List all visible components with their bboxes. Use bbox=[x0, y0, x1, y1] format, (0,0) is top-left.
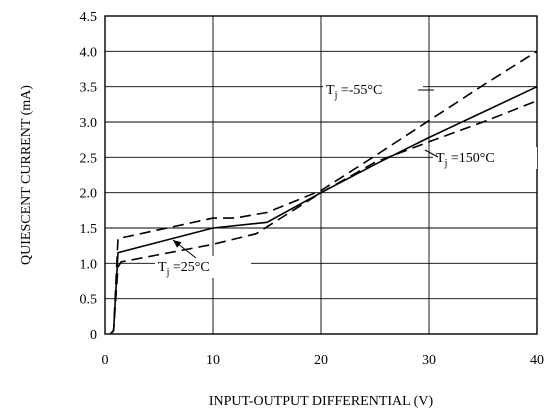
y-tick-labels: 0 0.5 1.0 1.5 2.0 2.5 3.0 3.5 4.0 4.5 bbox=[80, 10, 98, 343]
y-tick-label: 4.5 bbox=[80, 10, 98, 25]
anno-sub: j bbox=[166, 267, 170, 278]
series-line-2 bbox=[109, 100, 538, 335]
y-tick-label: 1.5 bbox=[80, 222, 98, 237]
y-tick-label: 1.0 bbox=[80, 257, 98, 272]
y-tick-label: 3.5 bbox=[80, 81, 98, 96]
y-tick-label: 0 bbox=[90, 328, 97, 343]
y-axis-title: QUIESCENT CURRENT (mA) bbox=[19, 85, 34, 265]
series-line-0 bbox=[109, 85, 538, 335]
anno-main: T bbox=[158, 260, 167, 275]
y-tick-label: 4.0 bbox=[80, 45, 98, 60]
x-tick-labels: 0 10 20 30 40 bbox=[102, 353, 545, 368]
x-axis-title: INPUT-OUTPUT DIFFERENTIAL (V) bbox=[209, 394, 434, 409]
y-tick-label: 2.0 bbox=[80, 187, 98, 202]
x-tick-label: 20 bbox=[314, 353, 328, 368]
series-annotation-0: Tj =25°C bbox=[158, 260, 210, 278]
x-tick-label: 10 bbox=[206, 353, 220, 368]
series-line-1 bbox=[109, 50, 538, 335]
grid bbox=[104, 15, 538, 335]
arrowhead bbox=[173, 240, 182, 248]
anno-sub: j bbox=[444, 158, 448, 169]
annotation-bg bbox=[323, 79, 423, 101]
y-tick-label: 0.5 bbox=[80, 293, 98, 308]
x-tick-label: 30 bbox=[422, 353, 436, 368]
y-tick-label: 2.5 bbox=[80, 151, 98, 166]
anno-sub: j bbox=[334, 90, 338, 101]
x-tick-label: 40 bbox=[530, 353, 544, 368]
series-group bbox=[109, 50, 538, 335]
annotation-bg bbox=[155, 256, 251, 278]
plot-frame bbox=[104, 15, 538, 335]
y-tick-label: 3.0 bbox=[80, 116, 98, 131]
leader-line bbox=[424, 149, 439, 158]
series-annotation-2: Tj =150°C bbox=[436, 151, 495, 169]
x-tick-label: 0 bbox=[102, 353, 109, 368]
anno-rest: =150°C bbox=[447, 151, 494, 166]
anno-rest: =25°C bbox=[169, 260, 209, 275]
annotation-bg bbox=[433, 147, 537, 169]
anno-main: T bbox=[326, 83, 335, 98]
annotations: Tj =25°CTj =-55°CTj =150°C bbox=[155, 79, 537, 278]
series-annotation-1: Tj =-55°C bbox=[326, 83, 382, 101]
anno-main: T bbox=[436, 151, 445, 166]
anno-rest: =-55°C bbox=[337, 83, 382, 98]
